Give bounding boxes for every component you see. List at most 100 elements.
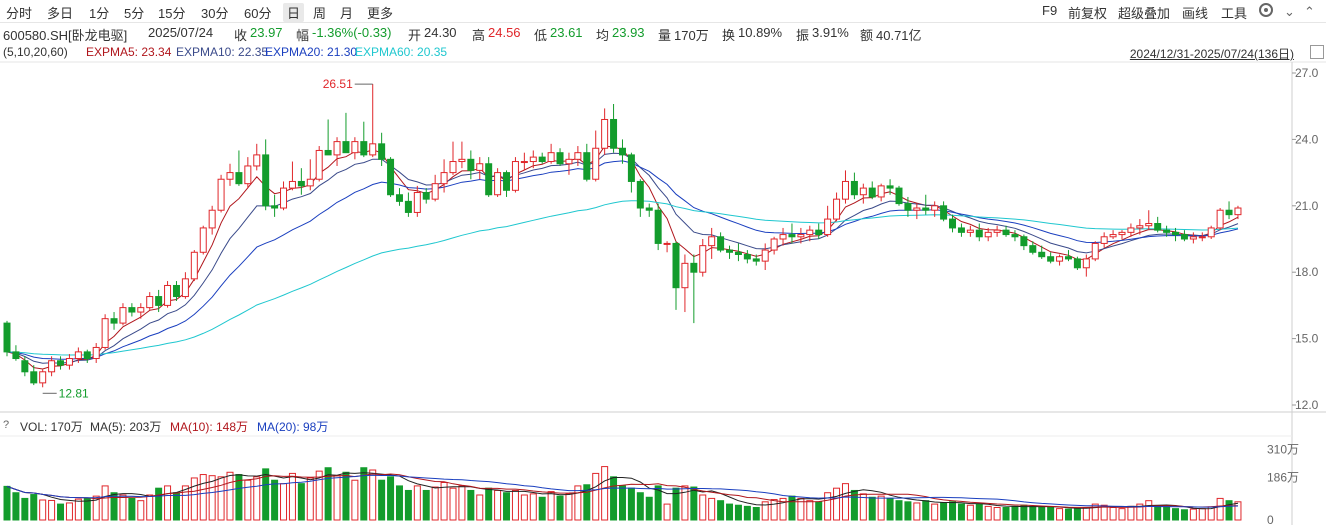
volume-bar <box>74 498 82 521</box>
high-label: 高 <box>472 28 486 43</box>
candle-body <box>824 218 832 236</box>
chevron-up-icon[interactable]: ⌃ <box>1304 4 1315 19</box>
candle-body <box>627 154 635 182</box>
volume-bar <box>708 497 716 521</box>
candle-body <box>1091 242 1099 260</box>
period-tab[interactable]: 月 <box>340 6 354 21</box>
candle-body <box>208 209 216 229</box>
period-tab[interactable]: 15分 <box>158 6 186 21</box>
volume-bar <box>743 505 751 521</box>
volume-tick-label: 0 <box>1267 513 1274 525</box>
candle-body <box>1154 223 1162 231</box>
candle-body <box>458 158 466 163</box>
gear-icon[interactable] <box>1259 3 1273 17</box>
volume-bar <box>164 485 172 521</box>
volume-bar <box>922 500 930 521</box>
candle-body <box>1064 256 1072 260</box>
help-icon[interactable]: ? <box>3 419 10 431</box>
candle-body <box>1216 209 1224 229</box>
candle-body <box>199 227 207 253</box>
candle-body <box>1073 258 1081 269</box>
period-tab[interactable]: 多日 <box>47 6 74 21</box>
adjust-button[interactable]: 前复权 <box>1068 6 1108 21</box>
volume-bar <box>217 476 225 521</box>
tools-button[interactable]: 工具 <box>1221 6 1248 21</box>
candle-body <box>271 205 279 209</box>
volume-bar <box>886 497 894 521</box>
volume-bar <box>1109 507 1117 521</box>
volume-bar <box>1038 507 1046 521</box>
candle-body <box>164 284 172 306</box>
period-more[interactable]: 更多 <box>367 6 394 21</box>
volume-bar <box>1163 507 1171 521</box>
candle-body <box>387 158 395 196</box>
candle-body <box>1038 251 1046 258</box>
volume-bar <box>717 500 725 521</box>
volume-bar <box>262 468 270 521</box>
volume-bar <box>1020 504 1028 521</box>
volume-bar <box>690 486 698 521</box>
volume-bar <box>485 487 493 521</box>
period-tab-active[interactable]: 日 <box>283 3 305 22</box>
amount-label: 额 <box>860 28 874 43</box>
volume-bar <box>806 500 814 521</box>
volume-bar <box>172 492 180 521</box>
low-label: 低 <box>534 28 548 43</box>
period-tab[interactable]: 5分 <box>124 6 145 21</box>
period-tab[interactable]: 30分 <box>201 6 229 21</box>
candle-body <box>993 229 1001 233</box>
candle-body <box>1189 236 1197 240</box>
candle-body <box>494 172 502 196</box>
chevron-down-icon[interactable]: ⌄ <box>1284 4 1295 19</box>
volume-bar <box>565 493 573 521</box>
ema10-label: EXPMA10: 22.35 <box>176 45 269 59</box>
volume-bar <box>3 485 11 521</box>
volume-bar <box>1118 508 1126 521</box>
volume-bar <box>92 495 100 521</box>
candle-body <box>21 360 29 373</box>
candle-body <box>931 205 939 211</box>
date-range-link[interactable]: 2024/12/31-2025/07/24(136日) <box>1129 47 1294 61</box>
volume-bar <box>1011 505 1019 521</box>
close-label: 收 <box>234 28 248 43</box>
volume-bar <box>538 496 546 521</box>
candle-body <box>226 172 234 180</box>
volume-bar <box>208 475 216 521</box>
volume-bar <box>940 502 948 521</box>
ema60-line <box>6 200 1239 356</box>
volume-bar <box>181 485 189 521</box>
price-tick-label: 24.0 <box>1295 132 1319 146</box>
candle-body <box>538 156 546 163</box>
candle-body <box>422 192 430 200</box>
period-tab[interactable]: 周 <box>313 6 327 21</box>
candle-body <box>262 154 270 207</box>
panel-toggle-icon[interactable] <box>1310 45 1324 59</box>
overlay-button[interactable]: 超级叠加 <box>1118 6 1171 21</box>
volume-bar <box>761 501 769 521</box>
volume-bar <box>315 470 323 521</box>
candle-body <box>119 307 127 324</box>
period-tab[interactable]: 分时 <box>6 6 33 21</box>
volume-bar <box>65 502 73 521</box>
candle-body <box>1225 209 1233 216</box>
volume-bar <box>520 494 528 521</box>
volume-bar <box>449 487 457 521</box>
volume-bar <box>877 495 885 521</box>
draw-button[interactable]: 画线 <box>1182 6 1209 21</box>
period-tab[interactable]: 1分 <box>89 6 110 21</box>
vol-value: 170万 <box>674 28 709 43</box>
candle-body <box>1198 236 1206 239</box>
f9-button[interactable]: F9 <box>1042 3 1058 18</box>
volume-bar <box>975 503 983 521</box>
candle-body <box>966 229 974 233</box>
close-value: 23.97 <box>250 25 283 40</box>
volume-bar <box>868 496 876 521</box>
volume-bar <box>841 483 849 521</box>
amplitude-value: 3.91% <box>812 25 849 40</box>
candle-body <box>288 180 296 189</box>
candle-body <box>1207 227 1215 238</box>
period-tab[interactable]: 60分 <box>244 6 272 21</box>
volume-bars <box>3 466 1242 521</box>
avg-label: 均 <box>596 28 610 43</box>
